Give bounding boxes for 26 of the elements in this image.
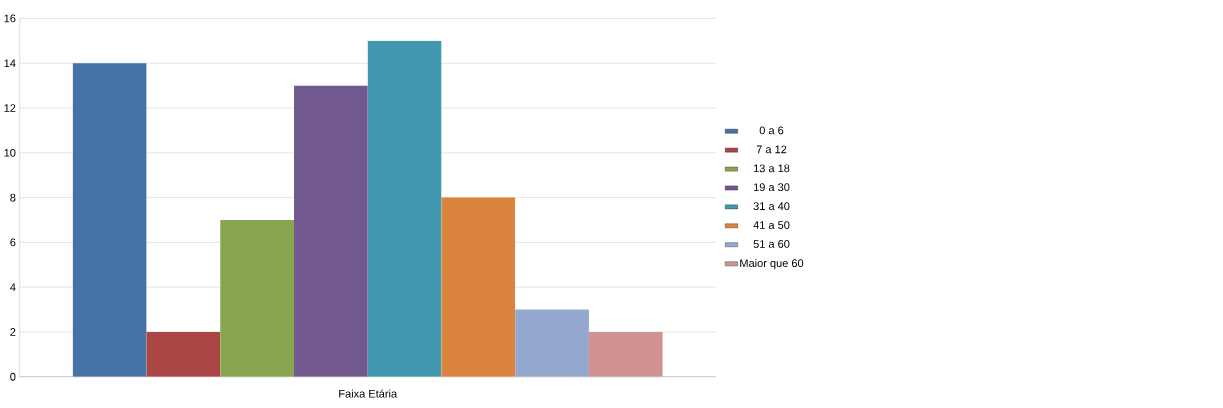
y-tick-label: 12 <box>4 103 16 112</box>
y-tick-label: 2 <box>10 327 16 336</box>
legend-label: 0 a 6 <box>759 126 784 135</box>
legend-label: 51 a 60 <box>753 239 790 248</box>
bar <box>146 331 221 377</box>
bar <box>515 309 589 377</box>
y-tick-label: 4 <box>10 283 16 291</box>
bar <box>220 219 295 377</box>
y-tick-label: 16 <box>4 14 16 23</box>
bar <box>588 331 663 377</box>
y-tick-label: 0 <box>10 372 16 381</box>
bar <box>294 85 368 377</box>
bar <box>72 62 147 377</box>
y-tick-label: 10 <box>4 148 16 157</box>
x-tick-label: Faixa Etária <box>339 389 398 398</box>
bar <box>441 197 516 377</box>
legend-label: 13 a 18 <box>753 164 790 172</box>
y-tick-label: 8 <box>10 193 16 202</box>
legend-label: 31 a 40 <box>753 202 790 210</box>
legend-label: 19 a 30 <box>753 183 790 191</box>
y-tick-label: 14 <box>4 59 16 67</box>
bar <box>367 40 442 377</box>
legend-label: Maior que 60 <box>740 258 804 270</box>
y-tick-label: 6 <box>10 238 16 247</box>
legend-label: 7 a 12 <box>756 145 787 154</box>
legend-label: 41 a 50 <box>753 220 790 229</box>
